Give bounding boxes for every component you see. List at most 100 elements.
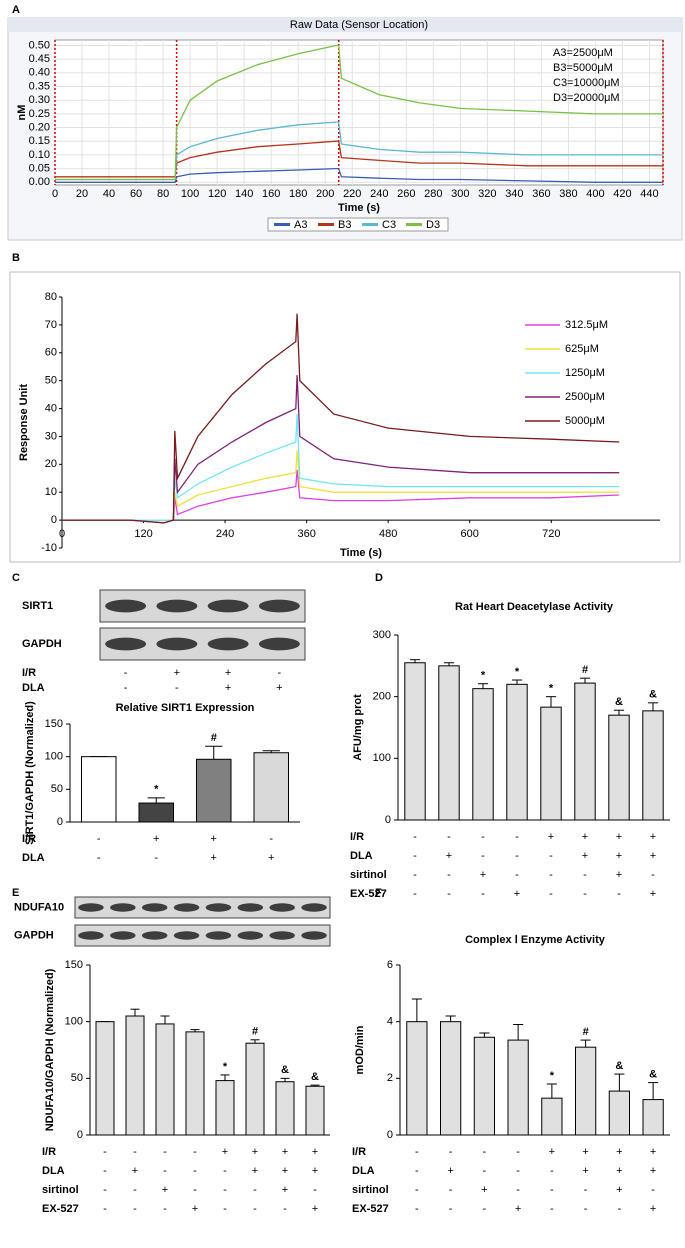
chart-title: Complex Ⅰ Enzyme Activity — [465, 934, 606, 946]
y-tick-label: 0.50 — [29, 39, 50, 51]
y-tick-label: 20 — [45, 458, 57, 470]
treatment-value: + — [650, 850, 656, 862]
x-tick-label: 360 — [297, 528, 315, 540]
treatment-name: sirtinol — [350, 869, 387, 881]
treatment-value: - — [415, 1184, 419, 1196]
treatment-name: I/R — [22, 833, 36, 845]
treatment-value: + — [650, 1165, 656, 1177]
treatment-value: - — [449, 1184, 453, 1196]
treatment-value: + — [222, 1146, 228, 1158]
series-line — [55, 140, 663, 178]
treatment-value: - — [223, 1203, 227, 1215]
treatment-value: - — [651, 869, 655, 881]
panel-a-header — [8, 18, 682, 32]
bar — [575, 1046, 597, 1136]
treatment-value: - — [550, 1184, 554, 1196]
bar — [472, 688, 494, 821]
treatment-value: - — [103, 1165, 107, 1177]
bar — [438, 665, 460, 821]
treatment-value: + — [153, 833, 159, 845]
treatment-value: - — [516, 1146, 520, 1158]
treatment-name: I/R — [350, 831, 364, 843]
y-tick-label: 0.25 — [29, 108, 50, 120]
y-tick-label: 150 — [65, 959, 83, 971]
treatment-value: - — [103, 1146, 107, 1158]
treatment-value: + — [548, 831, 554, 843]
treatment-value: - — [413, 869, 417, 881]
blot-band — [258, 637, 300, 651]
annotation: C3=10000μM — [553, 77, 620, 89]
blot-band — [237, 903, 264, 912]
treatment-value: + — [252, 1146, 258, 1158]
x-tick-label: 180 — [289, 188, 307, 200]
significance-mark: # — [582, 664, 588, 676]
treatment-value: - — [163, 1165, 167, 1177]
bar — [574, 682, 596, 821]
x-tick-label: 300 — [451, 188, 469, 200]
treatment-value: + — [162, 1184, 168, 1196]
treatment-value: - — [483, 1165, 487, 1177]
blot-band — [269, 903, 295, 912]
treatment-value: - — [103, 1203, 107, 1215]
y-tick-label: 6 — [387, 959, 393, 971]
legend-label: 312.5μM — [565, 319, 608, 331]
x-tick-label: 0 — [52, 188, 58, 200]
treatment-value: + — [582, 1146, 588, 1158]
legend-label: C3 — [382, 219, 396, 231]
bar — [404, 662, 426, 821]
treatment-value: - — [449, 1146, 453, 1158]
treatment-value: - — [413, 850, 417, 862]
blot-band — [105, 637, 147, 651]
blot-band — [78, 931, 104, 940]
significance-mark: * — [154, 784, 159, 796]
significance-mark: * — [481, 670, 486, 682]
bar — [95, 1021, 115, 1136]
bar — [642, 1099, 664, 1136]
blot-band — [173, 931, 200, 940]
blot-band — [301, 903, 327, 912]
y-tick-label: 0.05 — [29, 162, 50, 174]
treatment-value: - — [193, 1146, 197, 1158]
x-tick-label: 280 — [424, 188, 442, 200]
y-tick-label: 200 — [373, 691, 391, 703]
y-tick-label: 0.10 — [29, 149, 50, 161]
treatment-value: - — [97, 833, 101, 845]
treatment-value: - — [269, 833, 273, 845]
x-axis-label: Time (s) — [338, 202, 380, 214]
panel-letter: E — [12, 887, 19, 899]
treatment-value: - — [163, 1146, 167, 1158]
treatment-value: + — [312, 1146, 318, 1158]
significance-mark: & — [615, 696, 623, 708]
blot-label: GAPDH — [14, 929, 54, 941]
bar — [506, 683, 528, 821]
treatment-value: - — [516, 1184, 520, 1196]
bar — [540, 706, 562, 821]
treatment-value: - — [313, 1184, 317, 1196]
chart-title: Rat Heart Deacetylase Activity — [455, 601, 614, 613]
treatment-value: - — [449, 1203, 453, 1215]
panel-letter: D — [375, 572, 383, 584]
treatment-value: + — [616, 1165, 622, 1177]
y-tick-label: 0 — [51, 514, 57, 526]
bar — [253, 752, 289, 823]
series-line — [55, 167, 663, 183]
y-tick-label: 50 — [51, 783, 63, 795]
blot-band — [205, 903, 232, 912]
treatment-name: DLA — [22, 682, 45, 694]
chart-title: Raw Data (Sensor Location) — [290, 19, 428, 31]
y-tick-label: 0.00 — [29, 176, 50, 188]
y-tick-label: 30 — [45, 430, 57, 442]
x-tick-label: 320 — [478, 188, 496, 200]
blot-band — [301, 931, 327, 940]
y-tick-label: 100 — [65, 1016, 83, 1028]
blot-strip — [74, 924, 331, 947]
blot-label: GAPDH — [22, 638, 62, 650]
x-tick-label: 240 — [216, 528, 234, 540]
y-tick-label: 0 — [57, 816, 63, 828]
bar — [541, 1097, 563, 1136]
blot-label: NDUFA10 — [14, 901, 64, 913]
treatment-value: - — [447, 869, 451, 881]
treatment-value: - — [618, 1203, 622, 1215]
x-tick-label: 360 — [532, 188, 550, 200]
treatment-value: + — [582, 850, 588, 862]
